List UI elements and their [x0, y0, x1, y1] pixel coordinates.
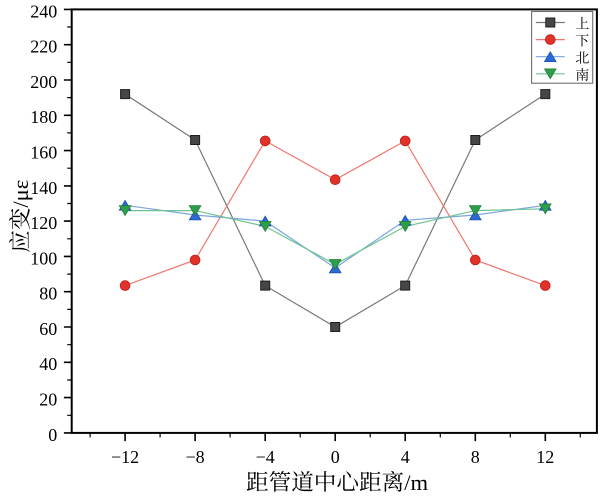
svg-text:60: 60 [39, 319, 57, 339]
svg-text:200: 200 [30, 72, 57, 92]
svg-text:40: 40 [39, 354, 57, 374]
svg-text:0: 0 [331, 447, 340, 467]
svg-text:160: 160 [30, 143, 57, 163]
svg-text:220: 220 [30, 37, 57, 57]
svg-text:140: 140 [30, 178, 57, 198]
svg-text:12: 12 [536, 447, 554, 467]
svg-text:8: 8 [471, 447, 480, 467]
svg-text:−12: −12 [111, 447, 139, 467]
svg-text:−4: −4 [256, 447, 275, 467]
svg-text:180: 180 [30, 107, 57, 127]
svg-text:/με: /με [8, 180, 33, 208]
svg-text:100: 100 [30, 248, 57, 268]
svg-text:−8: −8 [186, 447, 205, 467]
svg-text:240: 240 [30, 1, 57, 21]
svg-text:80: 80 [39, 284, 57, 304]
svg-text:120: 120 [30, 213, 57, 233]
svg-text:20: 20 [39, 390, 57, 410]
svg-text:0: 0 [48, 425, 57, 445]
svg-text:/m: /m [404, 470, 428, 495]
svg-text:4: 4 [401, 447, 410, 467]
